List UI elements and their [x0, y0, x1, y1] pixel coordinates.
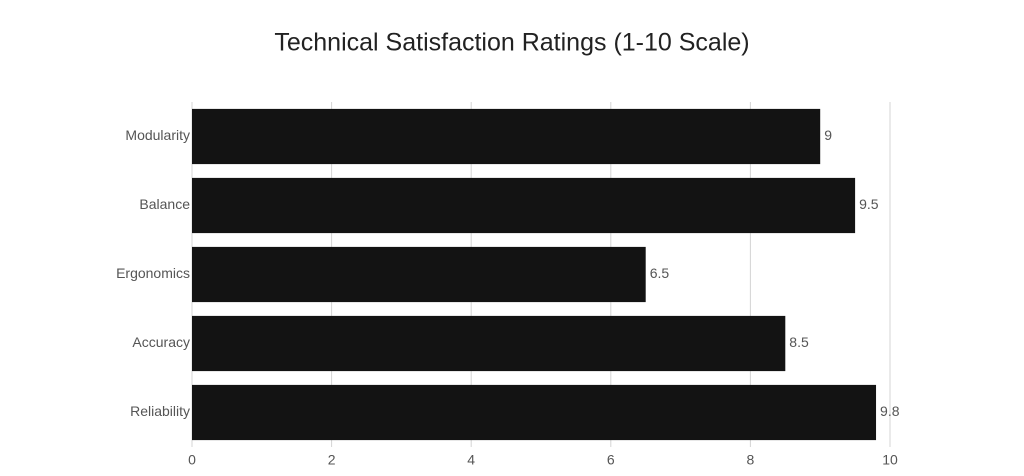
x-tick-label: 2 [328, 452, 336, 468]
bar [192, 315, 786, 372]
x-tick-label: 8 [747, 452, 755, 468]
data-label: 9 [824, 127, 832, 143]
x-tick-label: 4 [467, 452, 475, 468]
bar [192, 108, 821, 165]
bar [192, 177, 856, 234]
y-tick-label: Reliability [130, 403, 190, 419]
y-tick-label: Balance [139, 196, 190, 212]
x-tick-label: 6 [607, 452, 615, 468]
x-tick-label: 10 [882, 452, 898, 468]
y-tick-label: Ergonomics [116, 265, 190, 281]
data-label: 8.5 [789, 334, 809, 350]
chart-title: Technical Satisfaction Ratings (1-10 Sca… [274, 29, 749, 57]
data-label: 9.5 [859, 196, 879, 212]
data-label: 9.8 [880, 403, 900, 419]
bar [192, 384, 877, 441]
y-tick-label: Modularity [125, 127, 190, 143]
x-tick-label: 0 [188, 452, 196, 468]
data-label: 6.5 [650, 265, 670, 281]
y-tick-label: Accuracy [132, 334, 190, 350]
bar [192, 246, 646, 303]
